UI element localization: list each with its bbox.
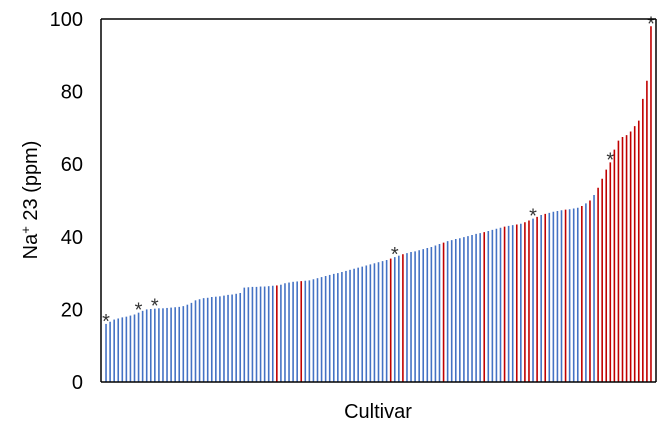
x-axis-title: Cultivar xyxy=(344,401,412,423)
significance-star: * xyxy=(391,244,399,266)
significance-star: * xyxy=(102,311,110,333)
y-tick-label: 60 xyxy=(61,154,83,176)
y-tick-label: 40 xyxy=(61,227,83,249)
y-tick-label: 80 xyxy=(61,82,83,104)
y-axis-title: Na+ 23 (ppm) xyxy=(18,141,43,260)
significance-star: * xyxy=(151,296,159,318)
significance-star: * xyxy=(606,149,614,171)
significance-star: * xyxy=(135,300,143,322)
y-tick-label: 0 xyxy=(72,372,83,394)
bars-group xyxy=(105,26,652,382)
significance-star: * xyxy=(529,206,537,228)
y-tick-label: 100 xyxy=(50,9,83,31)
y-axis-title-superscript: + xyxy=(18,226,33,234)
y-tick-label: 20 xyxy=(61,299,83,321)
y-tick-labels: 0 20 40 60 80 100 xyxy=(50,9,83,394)
annotation-stars: * * * * * * * xyxy=(102,13,655,333)
significance-star: * xyxy=(647,13,655,35)
